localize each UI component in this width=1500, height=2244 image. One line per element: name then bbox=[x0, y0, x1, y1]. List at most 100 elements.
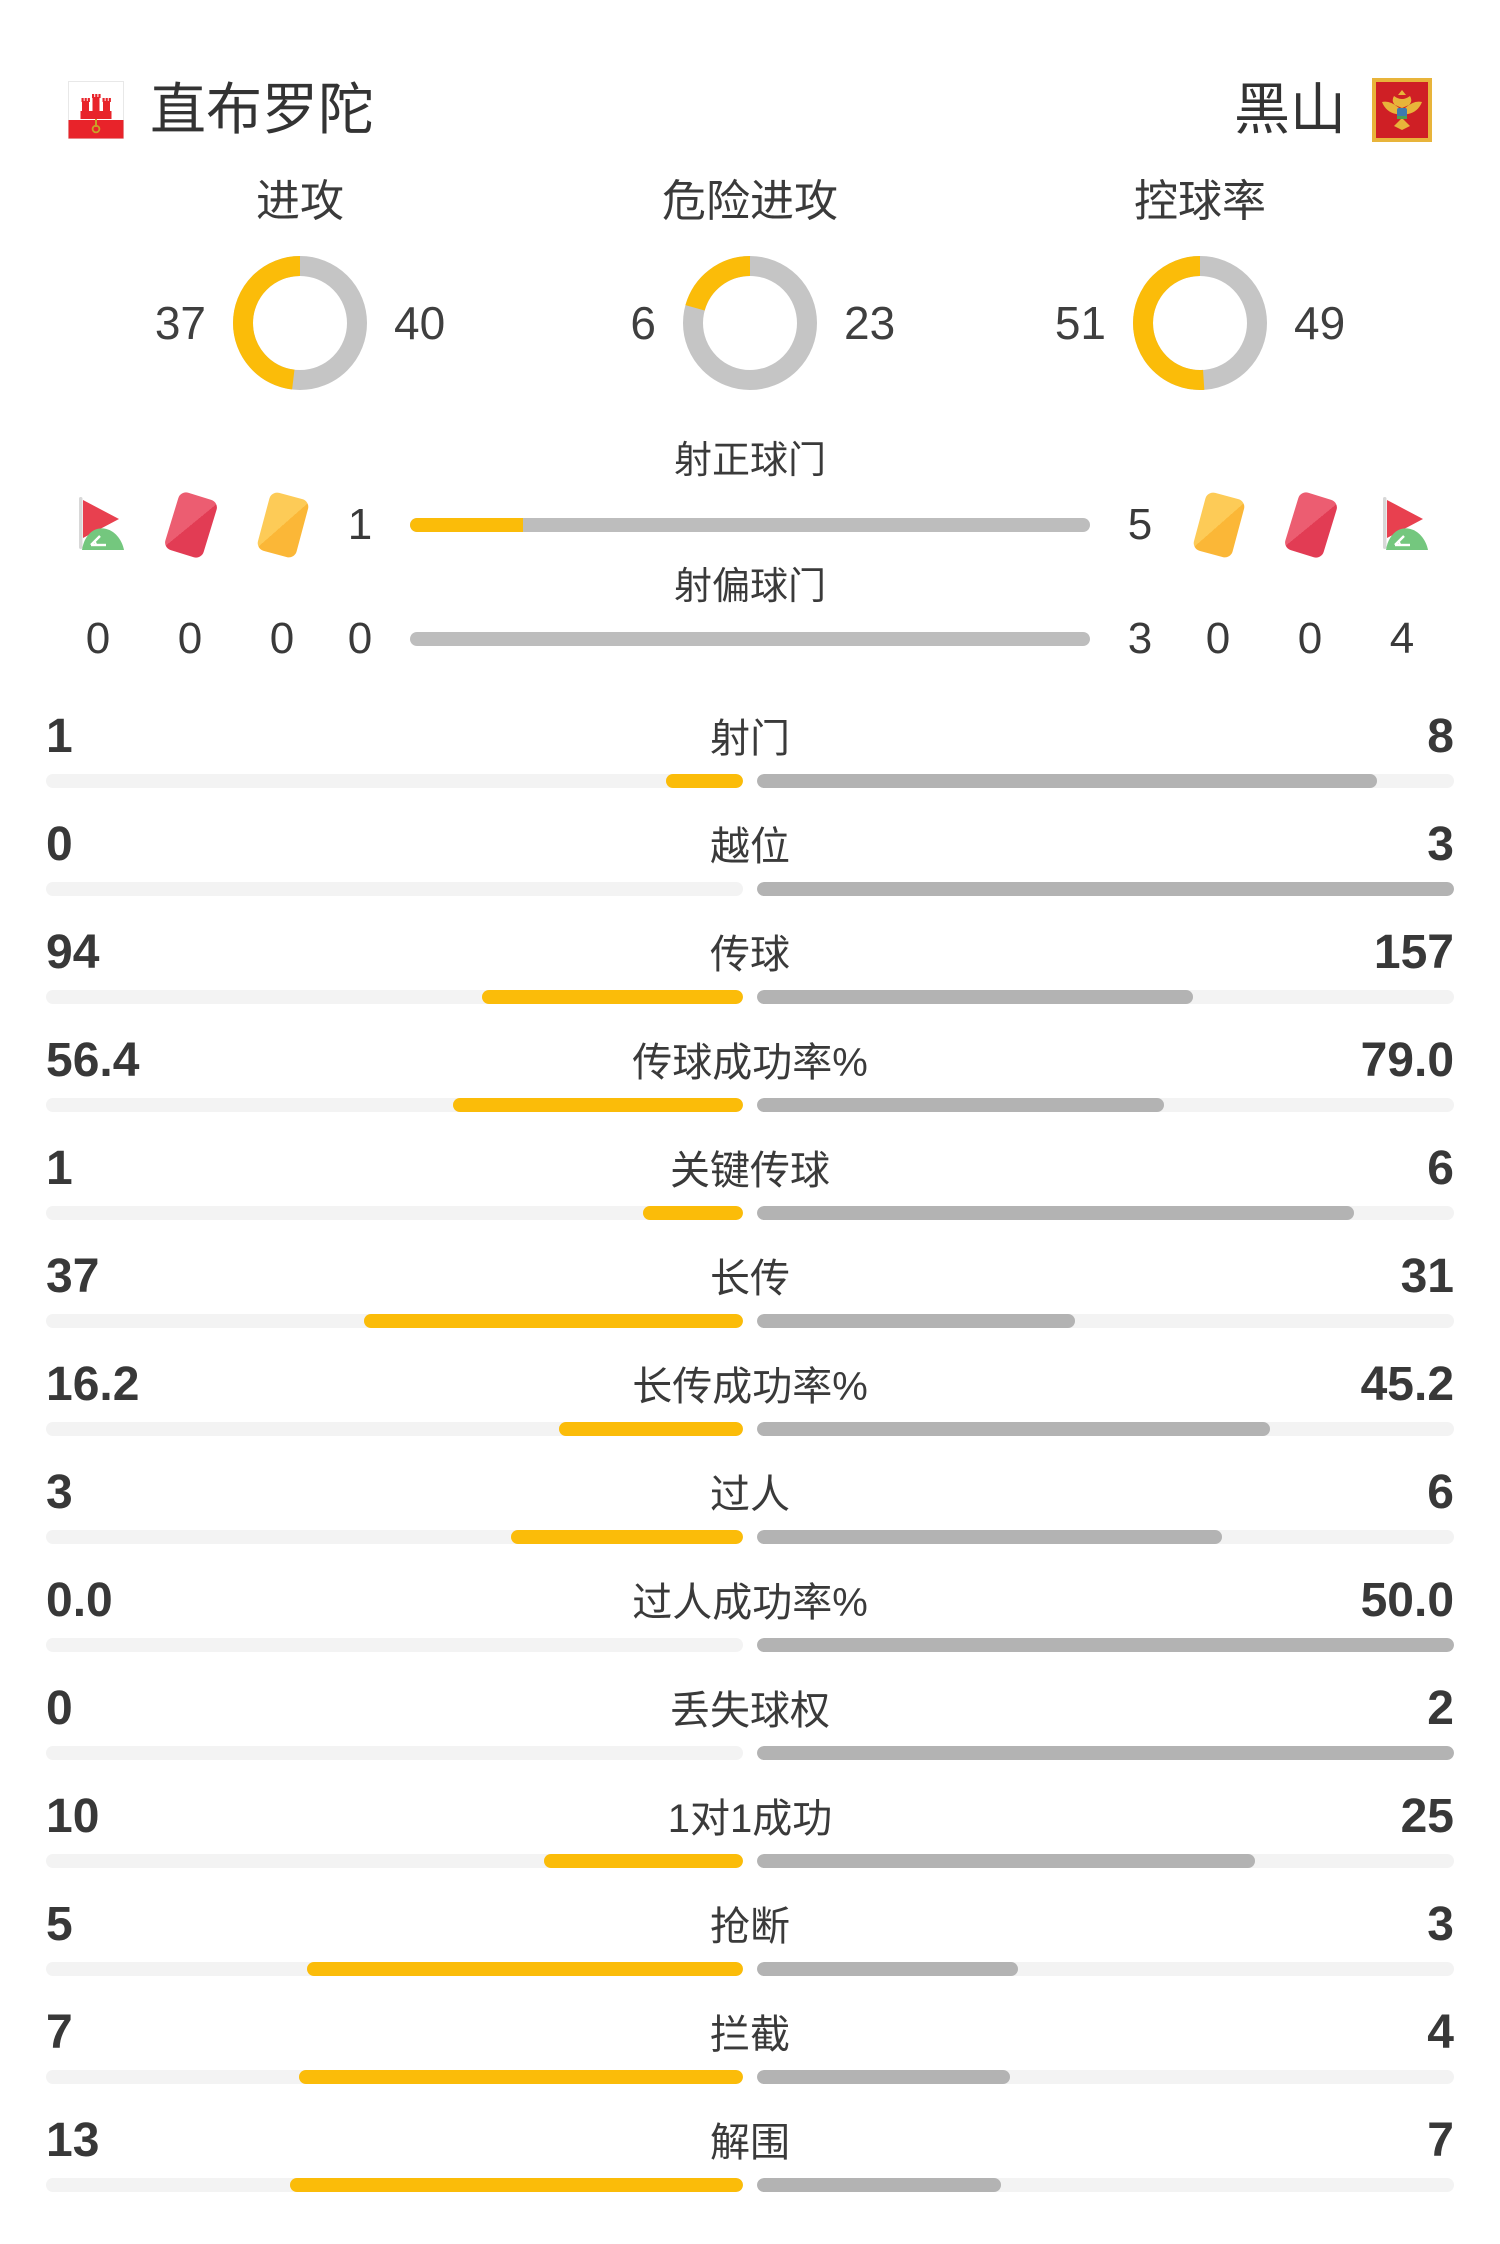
stat-comparison-bar bbox=[46, 1422, 1454, 1436]
home-bar-fill bbox=[299, 2070, 743, 2084]
stat-row: 7 拦截 4 bbox=[46, 2008, 1454, 2084]
away-stat-value: 50.0 bbox=[1360, 1574, 1455, 1627]
away-stat-value: 3 bbox=[1427, 1898, 1454, 1951]
home-bar-track bbox=[46, 882, 743, 896]
away-stat-value: 45.2 bbox=[1360, 1358, 1455, 1411]
stat-row: 1 关键传球 6 bbox=[46, 1144, 1454, 1220]
stat-comparison-bar bbox=[46, 1746, 1454, 1760]
stat-label: 解围 bbox=[710, 2121, 790, 2165]
stat-comparison-bar bbox=[46, 1314, 1454, 1328]
home-bar-fill bbox=[481, 990, 743, 1004]
away-bar-fill bbox=[757, 1206, 1355, 1220]
donut-chart bbox=[1133, 256, 1267, 390]
stat-comparison-bar bbox=[46, 2070, 1454, 2084]
stat-label: 拦截 bbox=[710, 2013, 790, 2057]
home-corner-count: 0 bbox=[85, 614, 111, 663]
stat-comparison-bar bbox=[46, 1098, 1454, 1112]
stat-row: 10 1对1成功 25 bbox=[46, 1792, 1454, 1868]
home-stat-value: 1 bbox=[46, 1142, 73, 1195]
away-team[interactable]: 黑山 bbox=[1234, 78, 1432, 142]
donut-section: 进攻 37 40 危险进攻 6 bbox=[0, 180, 1500, 390]
stat-label: 射门 bbox=[710, 717, 790, 761]
away-bar-track bbox=[757, 2178, 1454, 2192]
home-bar-fill bbox=[307, 1962, 743, 1976]
away-bar-track bbox=[757, 1962, 1454, 1976]
away-bar-fill bbox=[757, 1314, 1075, 1328]
donut-chart bbox=[233, 256, 367, 390]
away-bar-track bbox=[757, 1098, 1454, 1112]
away-bar-track bbox=[757, 990, 1454, 1004]
red-card-icon bbox=[162, 492, 218, 558]
away-stat-value: 4 bbox=[1427, 2006, 1454, 2059]
stat-label: 过人成功率% bbox=[632, 1581, 868, 1625]
home-bar-track bbox=[46, 2070, 743, 2084]
away-bar-track bbox=[757, 882, 1454, 896]
away-bar-fill bbox=[757, 882, 1454, 896]
shots-section: 射正球门 bbox=[0, 442, 1500, 662]
stat-row: 13 解围 7 bbox=[46, 2116, 1454, 2192]
away-corner-count: 4 bbox=[1389, 614, 1415, 663]
home-team-name: 直布罗陀 bbox=[150, 78, 374, 141]
home-bar-fill bbox=[643, 1206, 743, 1220]
away-bar-fill bbox=[757, 1746, 1454, 1760]
home-bar-fill bbox=[665, 774, 743, 788]
stat-row: 3 过人 6 bbox=[46, 1468, 1454, 1544]
shots-on-target-label: 射正球门 bbox=[673, 440, 826, 482]
stat-comparison-bar bbox=[46, 882, 1454, 896]
home-stat-value: 1 bbox=[46, 710, 73, 763]
home-bar-fill bbox=[559, 1422, 743, 1436]
away-stat-value: 6 bbox=[1427, 1142, 1454, 1195]
away-shots-off-target: 3 bbox=[1127, 614, 1153, 663]
away-bar-track bbox=[757, 1638, 1454, 1652]
home-shots-off-target: 0 bbox=[347, 614, 373, 663]
home-bar-track bbox=[46, 774, 743, 788]
away-stat-value: 31 bbox=[1400, 1250, 1454, 1303]
away-team-name: 黑山 bbox=[1234, 78, 1346, 141]
shots-on-target-row: 1 5 bbox=[0, 492, 1500, 558]
donut-chart bbox=[683, 256, 817, 390]
away-bar-track bbox=[757, 1854, 1454, 1868]
home-bar-track bbox=[46, 1530, 743, 1544]
home-bar-track bbox=[46, 1098, 743, 1112]
stat-label: 传球成功率% bbox=[632, 1041, 868, 1085]
home-donut-value: 6 bbox=[630, 297, 656, 349]
away-bar-fill bbox=[757, 1854, 1255, 1868]
home-bar-track bbox=[46, 1746, 743, 1760]
donut-title: 控球率 bbox=[1134, 177, 1266, 226]
stat-comparison-bar bbox=[46, 1638, 1454, 1652]
away-shots-on-target: 5 bbox=[1127, 500, 1153, 549]
stat-label: 抢断 bbox=[710, 1905, 790, 1949]
stat-row: 1 射门 8 bbox=[46, 712, 1454, 788]
stat-comparison-bar bbox=[46, 1854, 1454, 1868]
gibraltar-flag-icon bbox=[68, 81, 124, 139]
stat-label: 丢失球权 bbox=[670, 1689, 830, 1733]
stat-row: 94 传球 157 bbox=[46, 928, 1454, 1004]
away-bar-track bbox=[757, 1206, 1454, 1220]
home-bar-track bbox=[46, 1854, 743, 1868]
stats-list: 1 射门 8 0 越位 3 94 传球 bbox=[0, 712, 1500, 2192]
stat-label: 越位 bbox=[710, 825, 790, 869]
stat-comparison-bar bbox=[46, 1962, 1454, 1976]
home-team[interactable]: 直布罗陀 bbox=[68, 80, 374, 140]
away-bar-track bbox=[757, 1746, 1454, 1760]
home-stat-value: 16.2 bbox=[46, 1358, 140, 1411]
home-bar-track bbox=[46, 1314, 743, 1328]
home-bar-track bbox=[46, 1422, 743, 1436]
home-stat-value: 7 bbox=[46, 2006, 73, 2059]
away-bar-fill bbox=[757, 2178, 1001, 2192]
stat-row: 16.2 长传成功率% 45.2 bbox=[46, 1360, 1454, 1436]
stat-label: 长传成功率% bbox=[632, 1365, 868, 1409]
donut-group: 危险进攻 6 23 bbox=[584, 180, 916, 390]
stat-label: 1对1成功 bbox=[667, 1797, 833, 1841]
stat-label: 过人 bbox=[710, 1473, 790, 1517]
donut-group: 控球率 51 49 bbox=[1034, 180, 1366, 390]
home-shots-on-target: 1 bbox=[347, 500, 373, 549]
away-bar-track bbox=[757, 1422, 1454, 1436]
shots-on-target-fill bbox=[410, 518, 524, 532]
home-bar-fill bbox=[363, 1314, 743, 1328]
away-yellow-card-count: 0 bbox=[1205, 614, 1231, 663]
away-stat-value: 7 bbox=[1427, 2114, 1454, 2167]
stat-label: 传球 bbox=[710, 933, 790, 977]
donut-title: 进攻 bbox=[256, 177, 344, 226]
